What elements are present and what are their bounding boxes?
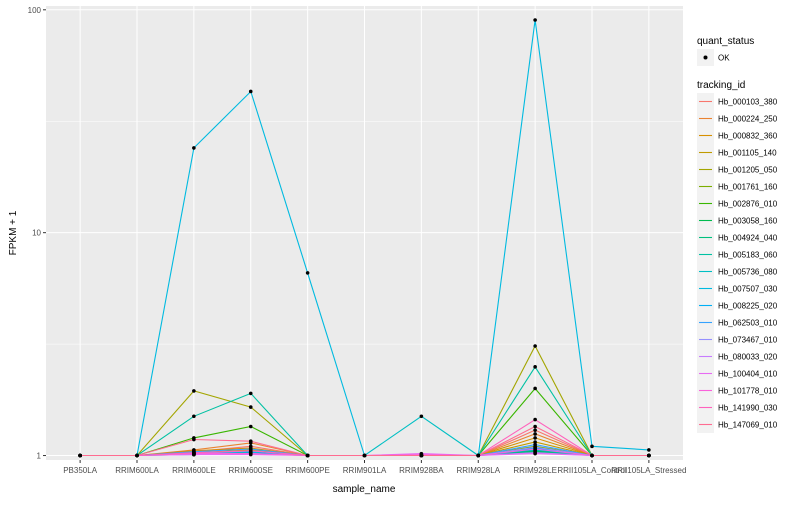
data-points	[78, 18, 651, 458]
data-point	[533, 365, 537, 369]
data-point	[533, 442, 537, 447]
data-point	[248, 405, 253, 409]
legend-tracking-label: Hb_004924_040	[718, 234, 778, 243]
data-point	[248, 451, 253, 456]
data-point	[248, 439, 253, 443]
data-point	[362, 453, 367, 458]
legend-quant-status: quant_status OK	[697, 36, 754, 66]
data-point	[533, 436, 537, 440]
data-point	[590, 453, 594, 458]
data-point	[533, 386, 537, 391]
legend-tracking-label: Hb_062503_010	[718, 319, 778, 328]
legend-tracking-id-title: tracking_id	[697, 80, 745, 91]
legend-tracking-label: Hb_073467_010	[718, 336, 778, 345]
legend-tracking-label: Hb_001761_160	[718, 183, 778, 192]
data-point	[533, 440, 537, 444]
legend-tracking-label: Hb_008225_020	[718, 302, 778, 311]
legend-tracking-label: Hb_000224_250	[718, 115, 778, 124]
legend-quant-status-title: quant_status	[697, 36, 754, 47]
data-point	[248, 89, 253, 94]
legend-point-icon	[703, 55, 708, 60]
x-tick-label: RRIM928LA	[456, 466, 500, 475]
legend-tracking-label: Hb_147069_010	[718, 421, 778, 430]
x-tick-label: RRIM928BA	[399, 466, 444, 475]
legend-tracking-label: Hb_005183_060	[718, 251, 778, 260]
data-point	[305, 453, 310, 458]
x-tick-label: RRII105LA_Stressed	[611, 466, 686, 475]
y-tick-label: 10	[32, 229, 41, 238]
data-point	[647, 448, 651, 452]
data-point	[192, 389, 196, 393]
data-point	[647, 453, 651, 458]
data-point	[192, 414, 196, 419]
data-point	[533, 432, 537, 436]
data-point	[419, 414, 424, 419]
x-tick-label: RRIM928LE	[513, 466, 557, 475]
legend-shape-label: OK	[718, 54, 730, 63]
data-point	[78, 453, 82, 458]
legend-tracking-id: tracking_id Hb_000103_380 Hb_000224_250 Hb…	[697, 80, 778, 433]
legend-tracking-label: Hb_141990_030	[718, 404, 778, 413]
data-point	[192, 450, 196, 455]
data-point	[533, 428, 537, 432]
legend-tracking-label: Hb_003058_160	[718, 217, 778, 226]
legend-tracking-label: Hb_000103_380	[718, 98, 778, 107]
legend-tracking-label: Hb_101778_010	[718, 387, 778, 396]
y-tick-label: 1	[37, 452, 42, 461]
data-point	[248, 391, 253, 396]
data-point	[533, 451, 537, 456]
data-point	[305, 271, 310, 275]
data-point	[533, 424, 537, 429]
data-point	[590, 444, 594, 449]
y-axis: 1 10 100	[28, 6, 46, 461]
x-tick-label: PB350LA	[63, 466, 97, 475]
x-axis-title: sample_name	[333, 484, 396, 495]
data-point	[533, 417, 537, 422]
x-tick-label: RRIM901LA	[343, 466, 387, 475]
x-axis: PB350LA RRIM600LA RRIM600LE RRIM600SE RRIM60…	[63, 460, 686, 475]
y-tick-label: 100	[28, 6, 42, 15]
data-point	[248, 449, 253, 453]
data-point	[419, 453, 424, 458]
x-tick-label: RRIM600LE	[172, 466, 216, 475]
data-point	[533, 447, 537, 451]
legend-tracking-label: Hb_002876_010	[718, 200, 778, 209]
data-point	[476, 453, 481, 458]
legend-tracking-label: Hb_000832_360	[718, 132, 778, 141]
data-point	[533, 344, 537, 348]
legend-tracking-label: Hb_001205_050	[718, 166, 778, 175]
data-point	[533, 18, 537, 22]
legend-tracking-label: Hb_100404_010	[718, 370, 778, 379]
x-tick-label: RRIM600PE	[285, 466, 329, 475]
legend-tracking-label: Hb_080033_020	[718, 353, 778, 362]
x-tick-label: RRIM600LA	[115, 466, 159, 475]
x-tick-label: RRIM600SE	[229, 466, 273, 475]
x-tick-label: RRII105LA_Control	[557, 466, 627, 475]
data-point	[192, 146, 196, 150]
data-point	[192, 437, 196, 442]
legend-tracking-label: Hb_005736_080	[718, 268, 778, 277]
data-point	[135, 453, 139, 458]
legend-tracking-label: Hb_007507_030	[718, 285, 778, 294]
y-axis-title: FPKM + 1	[8, 210, 19, 255]
data-point	[248, 424, 253, 429]
legend-tracking-label: Hb_001105_140	[718, 149, 777, 158]
